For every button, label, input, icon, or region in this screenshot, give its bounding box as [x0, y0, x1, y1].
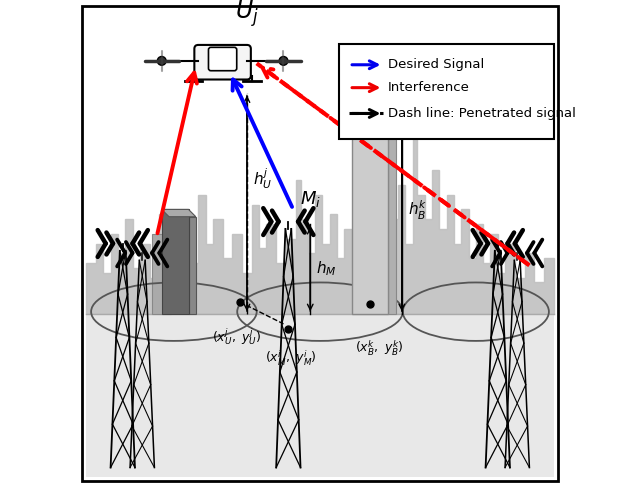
Text: Dash line: Penetrated signal: Dash line: Penetrated signal [388, 107, 576, 120]
Polygon shape [86, 136, 554, 314]
Circle shape [279, 56, 288, 65]
Text: $h_M$: $h_M$ [316, 260, 337, 279]
Bar [388, 116, 396, 314]
Text: $h_B^k$: $h_B^k$ [408, 199, 427, 222]
FancyBboxPatch shape [339, 44, 554, 139]
Text: Interference: Interference [388, 81, 470, 94]
Text: $M_i$: $M_i$ [300, 189, 321, 209]
FancyBboxPatch shape [195, 45, 251, 79]
Text: $(x_B^k,\ y_B^k)$: $(x_B^k,\ y_B^k)$ [355, 338, 404, 358]
Text: Desired Signal: Desired Signal [388, 58, 484, 71]
Text: $B_k$: $B_k$ [364, 75, 386, 95]
Bar [162, 209, 189, 314]
Bar [351, 107, 388, 314]
Text: $(x_U^j,\ y_U^j)$: $(x_U^j,\ y_U^j)$ [212, 326, 262, 347]
Circle shape [157, 56, 166, 65]
Text: $(x_M^i,\ y_M^i)$: $(x_M^i,\ y_M^i)$ [265, 348, 317, 368]
Text: $U_j$: $U_j$ [235, 0, 259, 29]
FancyBboxPatch shape [209, 47, 237, 71]
Bar [189, 217, 196, 314]
Polygon shape [162, 209, 196, 217]
Bar [152, 234, 172, 314]
Bar [86, 314, 554, 477]
Text: $h_U^j$: $h_U^j$ [253, 167, 272, 191]
Polygon shape [351, 107, 396, 116]
